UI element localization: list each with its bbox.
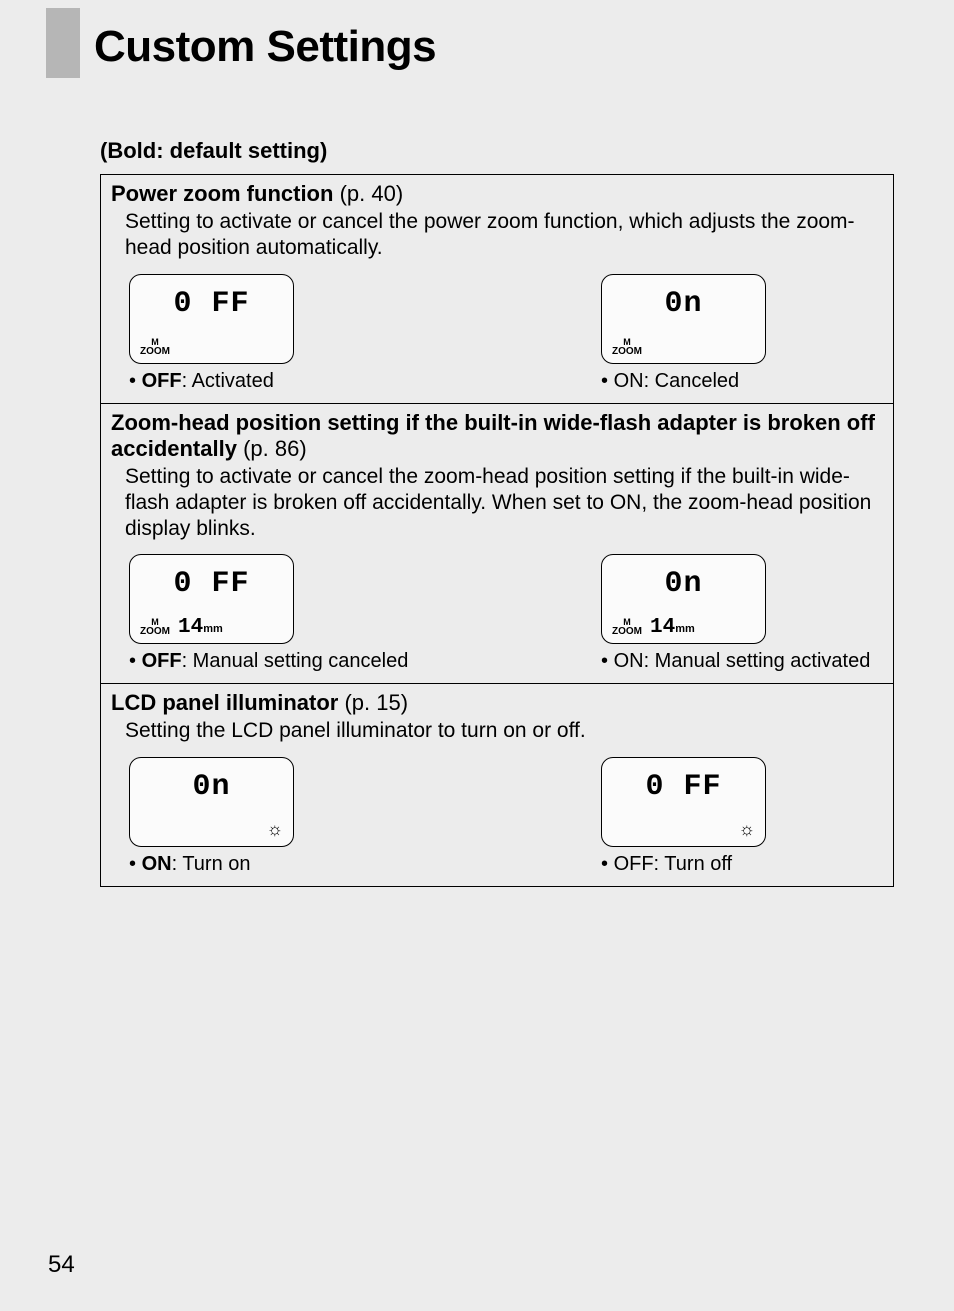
option-label: • OFF: Turn off (601, 853, 883, 876)
setting-row: LCD panel illuminator (p. 15) Setting th… (101, 684, 893, 885)
option-left: 0 FF MZOOM • OFF: Activated (129, 274, 411, 393)
setting-desc: Setting the LCD panel illuminator to tur… (125, 718, 883, 744)
zoom-icon: MZOOM (612, 618, 642, 637)
default-setting-note: (Bold: default setting) (100, 138, 894, 164)
lcd-display: 0 FF MZOOM (129, 274, 294, 364)
content-area: (Bold: default setting) Power zoom funct… (0, 78, 954, 887)
option-pair: 0 FF MZOOM 14mm • OFF: Manual setting ca… (129, 554, 883, 673)
zoom-icon: MZOOM (140, 618, 170, 637)
option-right: 0 FF ☼ • OFF: Turn off (601, 757, 883, 876)
setting-title-ref: (p. 86) (237, 436, 307, 461)
mm-indicator: 14mm (178, 616, 223, 639)
setting-title-bold: LCD panel illuminator (111, 690, 338, 715)
setting-title: Power zoom function (p. 40) (111, 181, 883, 207)
option-pair: 0n ☼ • ON: Turn on 0 FF ☼ • OFF: Turn of… (129, 757, 883, 876)
settings-table: Power zoom function (p. 40) Setting to a… (100, 174, 894, 887)
lcd-display: 0n MZOOM (601, 274, 766, 364)
page-title: Custom Settings (94, 8, 436, 78)
setting-title: Zoom-head position setting if the built-… (111, 410, 883, 462)
lcd-main-text: 0n (192, 770, 230, 804)
illuminator-icon: ☼ (267, 819, 284, 840)
lcd-main-text: 0 FF (645, 770, 721, 804)
header-accent-bar (46, 8, 80, 78)
zoom-icon: MZOOM (140, 338, 170, 357)
option-label: • ON: Turn on (129, 853, 411, 876)
option-right: 0n MZOOM 14mm • ON: Manual setting activ… (601, 554, 883, 673)
lcd-main-text: 0 FF (173, 567, 249, 601)
lcd-display: 0n MZOOM 14mm (601, 554, 766, 644)
option-label: • OFF: Activated (129, 370, 411, 393)
setting-title-bold: Power zoom function (111, 181, 333, 206)
option-left: 0n ☼ • ON: Turn on (129, 757, 411, 876)
lcd-main-text: 0n (664, 287, 702, 321)
lcd-display: 0n ☼ (129, 757, 294, 847)
page-number: 54 (48, 1251, 75, 1279)
lcd-display: 0 FF MZOOM 14mm (129, 554, 294, 644)
lcd-main-text: 0 FF (173, 287, 249, 321)
option-label: • ON: Manual setting activated (601, 650, 883, 673)
setting-title-ref: (p. 40) (333, 181, 403, 206)
header: Custom Settings (0, 0, 954, 78)
option-label: • OFF: Manual setting canceled (129, 650, 411, 673)
zoom-icon: MZOOM (612, 338, 642, 357)
lcd-display: 0 FF ☼ (601, 757, 766, 847)
setting-title: LCD panel illuminator (p. 15) (111, 690, 883, 716)
setting-row: Power zoom function (p. 40) Setting to a… (101, 175, 893, 404)
mm-indicator: 14mm (650, 616, 695, 639)
setting-desc: Setting to activate or cancel the zoom-h… (125, 464, 883, 543)
option-label: • ON: Canceled (601, 370, 883, 393)
option-right: 0n MZOOM • ON: Canceled (601, 274, 883, 393)
setting-title-bold: Zoom-head position setting if the built-… (111, 410, 875, 461)
illuminator-icon: ☼ (739, 819, 756, 840)
option-left: 0 FF MZOOM 14mm • OFF: Manual setting ca… (129, 554, 411, 673)
setting-row: Zoom-head position setting if the built-… (101, 404, 893, 685)
option-pair: 0 FF MZOOM • OFF: Activated 0n MZOOM • O… (129, 274, 883, 393)
lcd-main-text: 0n (664, 567, 702, 601)
setting-desc: Setting to activate or cancel the power … (125, 209, 883, 262)
setting-title-ref: (p. 15) (338, 690, 408, 715)
